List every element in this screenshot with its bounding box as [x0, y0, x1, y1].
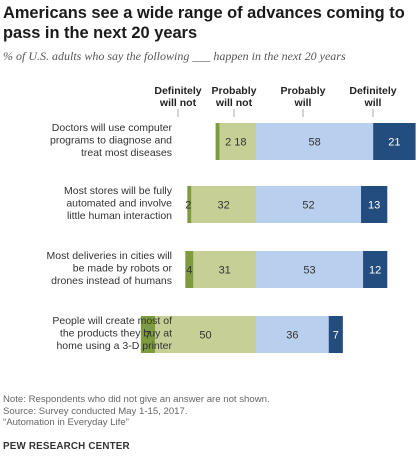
value-label-probably-will-not: 2 18	[225, 137, 246, 149]
category-label: home using a 3-D printer	[56, 340, 172, 352]
source-organization: PEW RESEARCH CENTER	[3, 441, 130, 452]
bar-probably-will	[256, 316, 329, 353]
legend-label: Definitely	[349, 85, 396, 97]
value-label-definitely-will: 21	[388, 137, 400, 149]
value-label-probably-will: 52	[302, 200, 314, 212]
value-label-probably-will-not: 31	[219, 265, 231, 277]
bar-definitely-will-not	[215, 123, 220, 160]
bar-probably-will-not	[193, 251, 256, 288]
bar-definitely-will-not	[140, 316, 155, 353]
category-label: Most stores will be fully	[64, 185, 173, 197]
chart-subtitle: % of U.S. adults who say the following _…	[3, 49, 346, 63]
note-line: Note: Respondents who did not give an an…	[3, 394, 270, 405]
category-label: the products they buy at	[60, 328, 172, 340]
category-label: drones instead of humans	[51, 275, 172, 287]
bar-probably-will-not	[191, 186, 256, 223]
legend-label: will	[364, 97, 382, 109]
value-label-definitely-will-not: 4	[186, 265, 192, 277]
category-label: Doctors will use computer	[52, 122, 173, 134]
value-label-definitely-will-not: 2	[185, 200, 191, 212]
bar-definitely-will	[373, 123, 416, 160]
legend-label: will not	[159, 97, 197, 109]
bar-definitely-will-not	[185, 251, 194, 288]
legend-label: will not	[215, 97, 253, 109]
legend-label: Definitely	[154, 85, 201, 97]
value-label-probably-will: 53	[303, 265, 315, 277]
bar-probably-will	[256, 251, 364, 288]
value-label-definitely-will-not: 7	[145, 330, 151, 342]
value-label-probably-will-not: 32	[218, 200, 230, 212]
bar-definitely-will	[363, 251, 388, 288]
category-label: treat most diseases	[81, 147, 172, 159]
chart-title: Americans see a wide range of advances c…	[3, 4, 405, 42]
bar-definitely-will	[361, 186, 388, 223]
bar-definitely-will-not	[187, 186, 192, 223]
value-label-definitely-will: 13	[368, 200, 380, 212]
legend-label: will	[294, 97, 312, 109]
legend-label: Probably	[212, 85, 257, 97]
report-line: “Automation in Everyday Life”	[3, 417, 129, 428]
value-label-definitely-will: 12	[369, 265, 381, 277]
category-label: People will create most of	[52, 315, 172, 327]
legend-label: Probably	[281, 85, 326, 97]
notes: Note: Respondents who did not give an an…	[3, 394, 270, 429]
category-label: Most deliveries in cities will	[47, 250, 172, 262]
category-label: little human interaction	[67, 210, 172, 222]
value-label-probably-will: 58	[308, 137, 320, 149]
bar-probably-will	[256, 186, 362, 223]
value-label-definitely-will: 7	[333, 330, 339, 342]
bar-probably-will	[256, 123, 374, 160]
category-label: programs to diagnose and	[50, 135, 172, 147]
bar-probably-will-not	[155, 316, 256, 353]
category-label: be made by robots or	[73, 263, 173, 275]
bar-probably-will-not	[219, 123, 256, 160]
value-label-probably-will-not: 50	[199, 330, 211, 342]
value-label-probably-will: 36	[286, 330, 298, 342]
bar-definitely-will	[328, 316, 343, 353]
category-label: automated and involve	[66, 198, 172, 210]
source-line: Source: Survey conducted May 1-15, 2017.	[3, 405, 188, 417]
